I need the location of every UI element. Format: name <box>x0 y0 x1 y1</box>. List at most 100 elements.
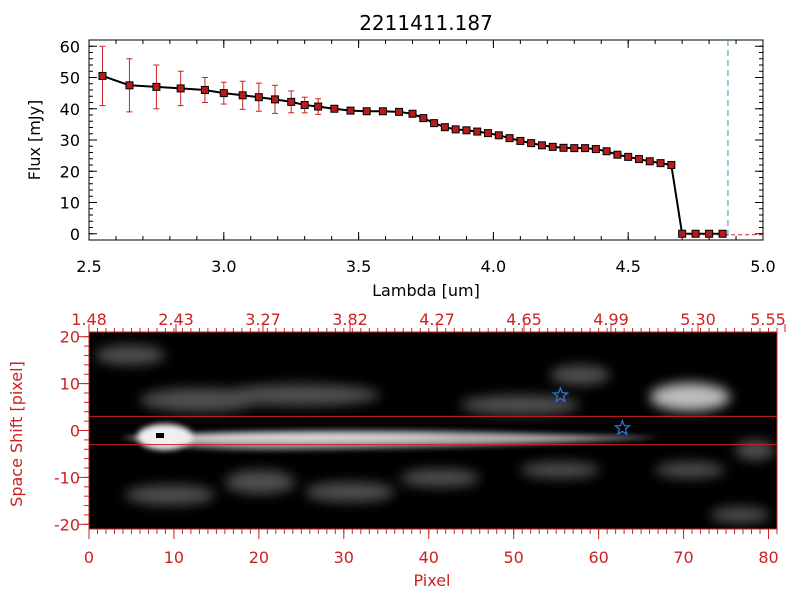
flux-point <box>691 229 700 238</box>
flux-point <box>462 126 471 135</box>
image-top-wavelength-label: 5.30 <box>680 310 716 329</box>
image-y-tick-label: -20 <box>54 515 80 534</box>
image-top-wavelength-labels: 1.48 2.43 3.27 3.82 4.27 4.65 4.99 5.30 5.55 <box>71 310 786 332</box>
spectrum-title: 2211411.187 <box>359 11 493 35</box>
image-y-tick-label: 0 <box>70 422 80 441</box>
flux-point <box>505 134 514 143</box>
image-y-tick-label: 10 <box>60 375 80 394</box>
image-x-tick-label: 10 <box>164 548 184 567</box>
flux-point <box>591 145 600 154</box>
flux-point <box>200 86 209 94</box>
image-x-tick-label: 0 <box>84 548 94 567</box>
flux-point <box>408 109 417 118</box>
image-x-tick-label: 40 <box>419 548 439 567</box>
flux-point <box>537 141 546 150</box>
flux-point <box>378 107 387 116</box>
flux-point <box>484 129 493 138</box>
image-top-wavelength-label: 4.65 <box>506 310 542 329</box>
flux-point <box>395 107 404 116</box>
flux-point <box>570 144 579 153</box>
image-top-wavelength-label: 4.27 <box>419 310 455 329</box>
image-y-tick-label: 20 <box>60 328 80 347</box>
image-x-tick-label: 30 <box>334 548 354 567</box>
flux-point <box>634 155 643 164</box>
source-stars <box>551 386 632 436</box>
image-ticks <box>79 336 778 539</box>
flux-point <box>473 127 482 136</box>
image-top-wavelength-label: 2.43 <box>158 310 194 329</box>
flux-point <box>548 142 557 151</box>
image-y-tick-label: -10 <box>54 468 80 487</box>
flux-point <box>494 131 503 140</box>
image-x-tick-label: 50 <box>504 548 524 567</box>
image-panel: 1.48 2.43 3.27 3.82 4.27 4.65 4.99 5.30 5.55 <box>7 310 786 590</box>
flux-point <box>330 104 339 113</box>
spectrum-y-tick-label: 30 <box>60 131 80 150</box>
flux-point <box>125 81 134 90</box>
flux-point <box>527 139 536 148</box>
image-x-tick-label: 20 <box>249 548 269 567</box>
flux-point <box>440 123 449 132</box>
spectrum-panel: 2211411.187 2.5 3.0 3.5 4.0 4.5 5.0 0 10 20 30 40… <box>25 11 776 300</box>
flux-point <box>219 89 228 98</box>
flux-point <box>656 159 665 168</box>
flux-point <box>559 143 568 152</box>
spectrum-x-tick-label: 5.0 <box>750 257 775 276</box>
spectrum-y-tick-label: 10 <box>60 194 80 213</box>
image-x-tick-label: 80 <box>758 548 778 567</box>
spectrum-y-tick-label: 20 <box>60 162 80 181</box>
flux-point <box>624 152 633 161</box>
spectrum-ticks <box>88 40 764 240</box>
flux-point <box>300 101 309 109</box>
image-top-wavelength-label: 1.48 <box>71 310 107 329</box>
bright-spot-marker <box>156 433 164 438</box>
flux-point <box>314 102 323 111</box>
flux-point <box>152 82 161 91</box>
spectrum-y-tick-label: 40 <box>60 100 80 119</box>
image-x-axis-label: Pixel <box>413 571 450 590</box>
spectrum-x-axis-label: Lambda [um] <box>372 281 480 300</box>
image-x-tick-label: 60 <box>588 548 608 567</box>
flux-point <box>613 150 622 159</box>
flux-point <box>238 91 247 100</box>
flux-point <box>667 161 676 169</box>
image-top-wavelength-label: 4.99 <box>593 310 629 329</box>
image-x-tick-labels: 0 10 20 30 40 50 60 70 80 <box>84 548 779 567</box>
flux-point <box>451 125 460 134</box>
flux-point <box>516 136 525 145</box>
spectrum-x-tick-label: 4.0 <box>481 257 506 276</box>
spectrum-x-tick-labels: 2.5 3.0 3.5 4.0 4.5 5.0 <box>76 257 775 276</box>
spectral-image <box>95 345 775 523</box>
flux-series-line <box>102 74 723 235</box>
source-star-icon <box>613 418 632 436</box>
flux-point <box>718 229 727 238</box>
flux-point <box>419 114 428 123</box>
flux-point <box>346 106 355 115</box>
spectrum-y-tick-label: 50 <box>60 69 80 88</box>
flux-point <box>271 95 280 104</box>
flux-point <box>602 147 611 156</box>
spectrum-y-tick-labels: 0 10 20 30 40 50 60 <box>60 37 80 244</box>
image-top-wavelength-label: 3.27 <box>245 310 281 329</box>
image-y-axis-label: Space Shift [pixel] <box>7 361 26 507</box>
spectrum-y-axis-label: Flux [mJy] <box>25 100 44 181</box>
flux-point <box>705 229 714 238</box>
spectrum-x-tick-label: 3.5 <box>346 257 371 276</box>
flux-point <box>362 107 371 116</box>
spectrum-x-tick-label: 3.0 <box>211 257 236 276</box>
flux-point <box>645 157 654 166</box>
flux-point <box>176 84 185 93</box>
flux-point <box>98 71 107 80</box>
spectrum-y-tick-label: 60 <box>60 37 80 56</box>
flux-point <box>581 144 590 153</box>
flux-point <box>678 229 687 238</box>
flux-point <box>254 93 263 102</box>
flux-markers <box>98 71 727 238</box>
spectrum-x-tick-label: 2.5 <box>76 257 101 276</box>
flux-point <box>430 119 439 128</box>
flux-point <box>287 97 296 106</box>
source-star-icon <box>551 386 570 403</box>
image-x-tick-label: 70 <box>673 548 693 567</box>
spectrum-x-tick-label: 4.5 <box>615 257 640 276</box>
